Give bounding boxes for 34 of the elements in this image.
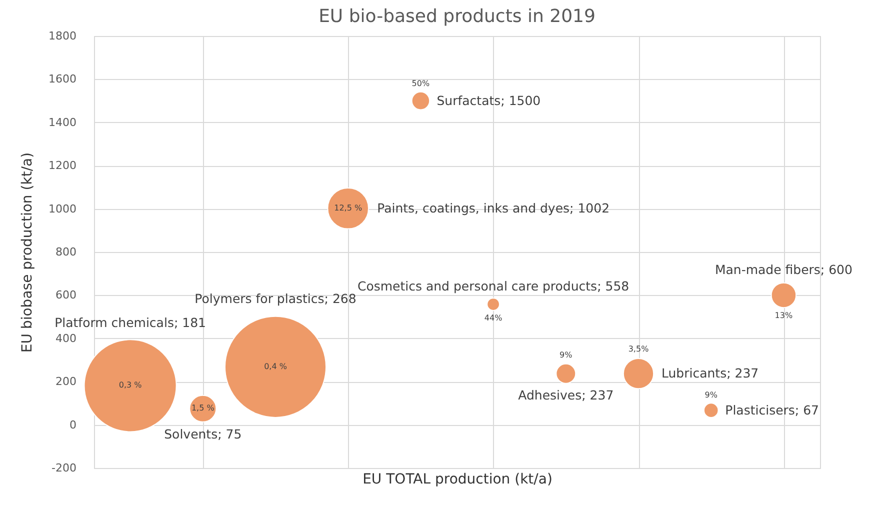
data-label: Polymers for plastics; 268 [194, 290, 356, 306]
annotation: 9% [704, 390, 718, 400]
y-tick-label: 1000 [48, 202, 76, 216]
annotation: 0,4 % [264, 362, 288, 371]
annotation: 0,3 % [118, 380, 142, 390]
data-label: Surfactats; 1500 [436, 92, 541, 108]
y-tick-label: 1200 [48, 159, 76, 172]
annotation: 3,5% [628, 344, 650, 354]
annotation: 9% [560, 350, 573, 360]
y-tick-label: 200 [56, 375, 76, 388]
data-label: Adhesives; 237 [518, 388, 614, 403]
y-tick-label: 400 [56, 332, 76, 345]
y-tick-label: 0 [70, 418, 76, 432]
data-label: Plasticisers; 67 [725, 402, 820, 418]
y-tick-label: 600 [56, 288, 76, 302]
y-axis-title: EU biobase production (kt/a) [20, 152, 36, 353]
x-axis-title: EU TOTAL production (kt/a) [362, 472, 552, 488]
annotation: 1,5 % [191, 404, 215, 413]
y-tick-label: 800 [56, 246, 76, 258]
data-label: Cosmetics and personal care products; 558 [357, 278, 630, 294]
annotation: 44% [484, 313, 503, 322]
data-label: Solvents; 75 [164, 426, 242, 442]
y-tick-label: 1400 [48, 116, 76, 129]
annotation: 13% [774, 311, 793, 320]
y-tick-label: -200 [52, 462, 76, 474]
data-label: Man-made fibers; 600 [714, 262, 852, 278]
y-tick-label: 1800 [48, 30, 76, 42]
y-tick-label: 1600 [48, 72, 76, 86]
annotation: 50% [412, 78, 430, 88]
annotation: 12,5 % [334, 203, 362, 212]
chart-title: EU bio-based products in 2019 [318, 6, 596, 27]
data-label: Paints, coatings, inks and dyes; 1002 [377, 200, 610, 216]
data-label: Platform chemicals; 181 [54, 314, 206, 330]
data-label: Lubricants; 237 [662, 366, 759, 381]
